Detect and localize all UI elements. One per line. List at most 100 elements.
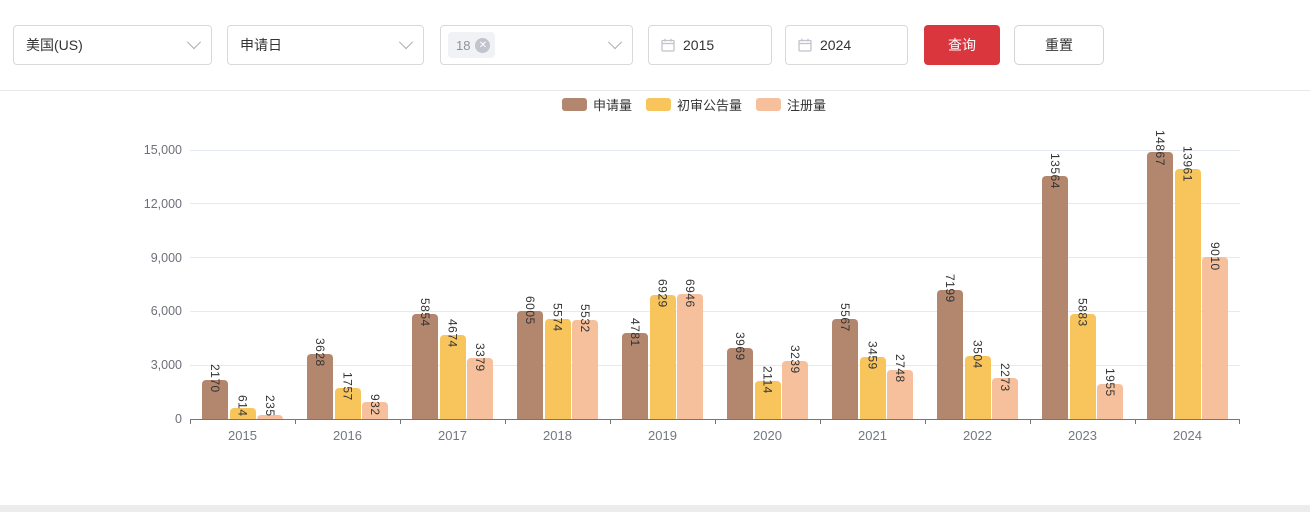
legend-label: 申请量 [592,98,632,113]
bar-申请量[interactable] [832,319,858,419]
bar-注册量[interactable] [782,360,808,419]
calendar-icon [798,38,812,52]
bar-value-label: 3239 [788,345,802,374]
y-gridline [190,149,1240,151]
selected-class-tag-label: 18 [456,37,471,53]
x-axis-tick [1135,419,1136,424]
bar-初审公告量[interactable] [229,408,256,419]
bar-初审公告量[interactable] [334,387,361,419]
bar-value-label: 3379 [473,342,487,372]
bar-申请量[interactable] [937,289,963,419]
horizontal-scrollbar-track[interactable] [0,505,1310,512]
bar-value-label: 13961 [1180,145,1195,182]
bar-value-label: 3504 [970,340,985,370]
date-field-select[interactable]: 申请日 [227,25,424,65]
x-axis-tick [925,419,926,424]
bar-申请量[interactable] [622,333,648,419]
bar-申请量[interactable] [202,380,228,419]
bar-申请量[interactable] [412,314,438,419]
bar-注册量[interactable] [887,369,913,419]
x-axis-category-label: 2021 [858,428,887,443]
bar-申请量[interactable] [727,347,753,419]
calendar-icon [661,38,675,52]
toolbar-divider [0,90,1310,91]
y-axis-tick-label: 15,000 [143,143,182,157]
x-axis-category-label: 2017 [438,428,467,443]
bar-value-label: 6929 [655,279,670,308]
y-gridline [190,364,1240,366]
query-toolbar: 美国(US) 申请日 18 ✕ 2015 2024 查询 重置 [0,0,1310,90]
bar-注册量[interactable] [1097,383,1123,419]
bar-初审公告量[interactable] [859,356,886,419]
legend-swatch-icon [645,98,671,111]
bar-初审公告量[interactable] [754,381,781,419]
bar-注册量[interactable] [677,294,703,419]
legend-item-注册量[interactable]: 注册量 [756,95,826,114]
end-date-value: 2024 [820,37,852,53]
bar-value-label: 1955 [1103,368,1117,397]
bar-注册量[interactable] [1202,257,1228,419]
y-axis-tick-label: 12,000 [143,196,182,211]
bar-注册量[interactable] [467,358,493,419]
bar-申请量[interactable] [517,311,543,419]
y-axis-tick-label: 3,000 [150,358,182,373]
legend-swatch-icon [756,98,782,111]
date-field-select-value: 申请日 [240,37,282,53]
bar-value-label: 5854 [418,298,432,328]
bar-chart-plot-area: 0 3,000 6,000 9,000 12,000 15,000 2015 2170 614 2… [144,130,1240,443]
x-axis-category-label: 2016 [333,428,362,443]
bar-value-label: 5532 [578,304,592,333]
chevron-down-icon [398,35,414,50]
bar-初审公告量[interactable] [544,319,571,419]
bar-申请量[interactable] [307,353,333,419]
y-gridline [190,310,1240,312]
chevron-down-icon [186,35,202,50]
tag-close-icon[interactable]: ✕ [475,37,491,53]
bar-初审公告量[interactable] [439,335,466,419]
bar-初审公告量[interactable] [1069,313,1096,419]
bar-注册量[interactable] [572,319,598,419]
bar-申请量[interactable] [1042,175,1068,419]
legend-item-初审公告量[interactable]: 初审公告量 [645,95,742,114]
bar-注册量[interactable] [362,402,388,419]
bar-value-label: 614 [235,395,250,417]
start-date-input[interactable]: 2015 [648,25,772,65]
x-axis-tick [295,419,296,424]
bar-value-label: 4674 [445,319,460,349]
class-multi-select[interactable]: 18 ✕ [440,25,633,65]
x-axis-tick [1239,419,1240,424]
end-date-input[interactable]: 2024 [785,25,908,65]
chevron-down-icon [607,35,623,50]
x-axis-category-label: 2024 [1173,428,1202,443]
x-axis-tick [715,419,716,424]
bar-value-label: 235 [263,395,277,417]
bar-初审公告量[interactable] [649,294,676,419]
query-button[interactable]: 查询 [924,25,1000,65]
bar-value-label: 3459 [865,341,880,370]
legend-item-申请量[interactable]: 申请量 [561,95,632,114]
bar-申请量[interactable] [1147,152,1173,419]
bar-初审公告量[interactable] [964,356,991,419]
x-axis-category-label: 2015 [228,428,257,443]
bar-初审公告量[interactable] [1174,168,1201,419]
x-axis-category-label: 2019 [648,428,677,443]
bar-value-label: 14867 [1153,129,1167,166]
bar-value-label: 7199 [943,274,957,303]
country-select[interactable]: 美国(US) [13,25,212,65]
y-axis-tick-label: 0 [175,412,182,426]
start-date-value: 2015 [683,37,715,53]
x-axis-tick [610,419,611,424]
bar-value-label: 6005 [523,295,537,325]
bar-value-label: 1757 [340,371,355,401]
reset-button[interactable]: 重置 [1014,25,1104,65]
x-axis-category-label: 2020 [753,428,782,443]
bar-value-label: 2114 [760,366,775,395]
chart-legend: 申请量 初审公告量 注册量 [561,95,826,114]
bar-value-label: 5567 [838,303,852,333]
bar-注册量[interactable] [992,378,1018,419]
bar-注册量[interactable] [257,414,283,419]
bar-value-label: 2170 [208,364,222,394]
x-axis-tick [400,419,401,424]
bar-value-label: 2748 [893,354,907,383]
x-axis-category-label: 2022 [963,428,992,443]
